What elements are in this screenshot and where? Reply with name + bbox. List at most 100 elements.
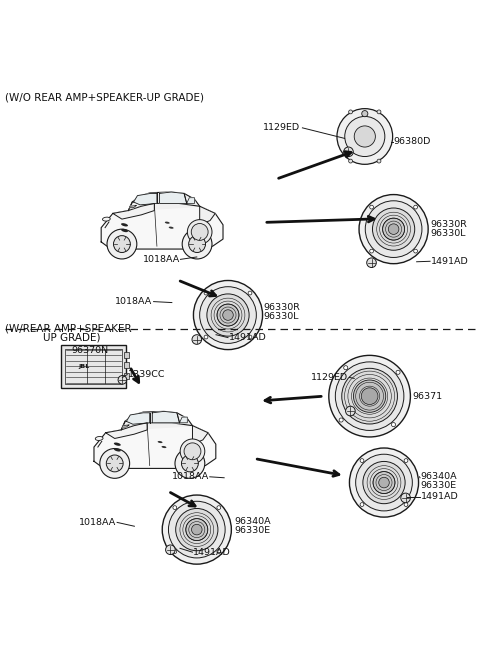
Bar — [124, 362, 129, 369]
Circle shape — [193, 281, 263, 350]
Text: 96340A: 96340A — [420, 472, 457, 482]
Circle shape — [404, 459, 408, 462]
Polygon shape — [180, 417, 187, 422]
Circle shape — [388, 224, 399, 234]
Circle shape — [370, 205, 373, 209]
Circle shape — [187, 220, 212, 244]
Circle shape — [336, 362, 404, 430]
Circle shape — [354, 126, 375, 147]
Text: 1018AA: 1018AA — [143, 255, 180, 264]
Circle shape — [175, 449, 205, 478]
Circle shape — [414, 205, 418, 209]
Circle shape — [207, 294, 249, 336]
Circle shape — [362, 111, 368, 117]
Circle shape — [192, 524, 202, 535]
Circle shape — [217, 304, 239, 326]
Ellipse shape — [121, 229, 128, 232]
Circle shape — [192, 335, 202, 344]
Text: 96330R: 96330R — [264, 303, 300, 312]
Polygon shape — [113, 203, 155, 219]
Circle shape — [168, 501, 225, 558]
Text: 1491AD: 1491AD — [228, 333, 266, 342]
Circle shape — [370, 249, 373, 253]
Text: JBL: JBL — [79, 364, 90, 369]
Circle shape — [377, 159, 381, 163]
Text: 1491AD: 1491AD — [193, 548, 231, 557]
Text: 1129ED: 1129ED — [311, 373, 348, 382]
Text: 96380D: 96380D — [394, 137, 431, 146]
Circle shape — [363, 461, 405, 504]
Circle shape — [191, 224, 208, 240]
Circle shape — [349, 448, 419, 517]
Text: 96370N: 96370N — [71, 346, 108, 355]
Text: 1491AD: 1491AD — [431, 256, 468, 266]
Circle shape — [223, 310, 233, 320]
Circle shape — [404, 502, 408, 506]
Circle shape — [365, 201, 422, 257]
Circle shape — [342, 368, 397, 424]
Ellipse shape — [169, 226, 174, 229]
Ellipse shape — [165, 222, 170, 224]
Circle shape — [176, 508, 218, 551]
Ellipse shape — [114, 443, 121, 446]
Text: 96330R: 96330R — [431, 220, 468, 229]
Polygon shape — [121, 411, 192, 430]
Circle shape — [379, 478, 389, 488]
Ellipse shape — [114, 448, 121, 451]
Circle shape — [353, 380, 386, 413]
Circle shape — [100, 449, 130, 478]
Circle shape — [414, 249, 418, 253]
Circle shape — [344, 147, 353, 157]
Circle shape — [360, 502, 364, 506]
Circle shape — [204, 335, 208, 339]
Circle shape — [367, 258, 376, 268]
Polygon shape — [106, 422, 147, 438]
FancyBboxPatch shape — [61, 344, 126, 388]
Circle shape — [166, 545, 175, 554]
Circle shape — [329, 356, 410, 437]
Circle shape — [344, 365, 348, 370]
Circle shape — [383, 218, 405, 240]
Circle shape — [248, 335, 252, 339]
Text: 1018AA: 1018AA — [79, 518, 116, 527]
Text: 1018AA: 1018AA — [171, 472, 209, 482]
Circle shape — [345, 116, 385, 157]
Circle shape — [189, 236, 205, 253]
Polygon shape — [94, 422, 216, 468]
Bar — [124, 352, 129, 358]
Circle shape — [181, 455, 198, 472]
Circle shape — [348, 110, 352, 114]
Ellipse shape — [96, 436, 103, 440]
Polygon shape — [152, 411, 180, 422]
Circle shape — [337, 109, 393, 164]
Circle shape — [377, 110, 381, 114]
Circle shape — [248, 291, 252, 295]
Text: 1018AA: 1018AA — [115, 297, 153, 306]
Circle shape — [339, 418, 343, 422]
Text: 1491AD: 1491AD — [420, 493, 458, 501]
Circle shape — [180, 439, 205, 464]
Ellipse shape — [162, 446, 167, 448]
Circle shape — [173, 550, 177, 554]
Circle shape — [346, 406, 355, 416]
Text: (W/O REAR AMP+SPEAKER-UP GRADE): (W/O REAR AMP+SPEAKER-UP GRADE) — [5, 92, 204, 103]
Circle shape — [361, 388, 378, 405]
Circle shape — [204, 291, 208, 295]
Text: 96330L: 96330L — [431, 229, 466, 238]
Circle shape — [173, 506, 177, 510]
Circle shape — [217, 506, 221, 510]
Text: 96330L: 96330L — [264, 312, 299, 321]
Circle shape — [182, 229, 212, 259]
Polygon shape — [187, 197, 194, 203]
Polygon shape — [122, 425, 129, 427]
Circle shape — [184, 443, 201, 460]
Polygon shape — [130, 205, 136, 208]
Polygon shape — [159, 192, 187, 203]
Circle shape — [186, 519, 208, 541]
Circle shape — [359, 195, 428, 264]
Text: UP GRADE): UP GRADE) — [43, 333, 101, 343]
Circle shape — [106, 455, 123, 472]
Polygon shape — [101, 203, 223, 249]
Ellipse shape — [157, 441, 163, 443]
Circle shape — [348, 159, 352, 163]
